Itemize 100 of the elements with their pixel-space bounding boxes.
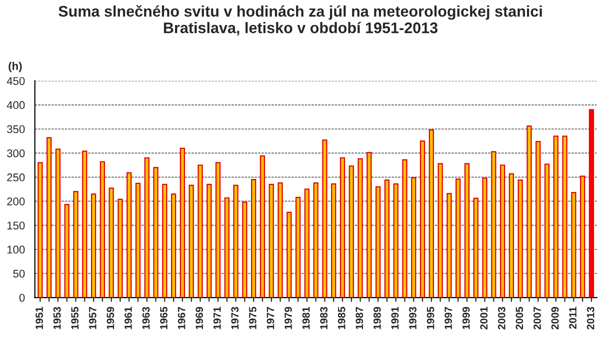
bar — [224, 197, 230, 298]
x-tick-label: 1997 — [444, 307, 452, 330]
bar — [580, 176, 586, 298]
bar — [446, 192, 452, 298]
bar — [526, 126, 532, 298]
x-tick-label: 1977 — [266, 307, 274, 330]
y-tick-label: 100 — [7, 246, 25, 254]
x-tick-label: 1983 — [320, 306, 328, 330]
x-tick-label: 1967 — [178, 307, 186, 330]
x-tick-label: 1961 — [124, 306, 132, 330]
bar — [171, 193, 176, 298]
bar — [206, 184, 212, 298]
x-tick-label: 1957 — [88, 307, 96, 330]
bar — [242, 202, 248, 298]
x-tick-label: 1963 — [142, 306, 150, 330]
bar — [482, 178, 488, 298]
bar — [358, 158, 363, 298]
y-tick-label: 50 — [13, 270, 25, 278]
x-tick-label: 1959 — [106, 306, 114, 330]
bar — [322, 140, 328, 298]
bar — [100, 161, 105, 298]
bar — [331, 183, 336, 298]
x-tick-label: 1985 — [338, 306, 346, 330]
bar — [251, 179, 256, 298]
bar — [233, 184, 238, 298]
y-tick-label: 450 — [6, 77, 25, 85]
bar — [340, 157, 346, 298]
bar — [126, 172, 132, 298]
x-tick-label: 1991 — [391, 306, 399, 330]
bar — [402, 159, 408, 298]
bar — [366, 152, 372, 298]
chart-title: Suma slnečného svitu v hodinách za júl na meteorologickej stanici Bratislava, letisko v období 1951-2013 — [58, 5, 542, 36]
bar — [135, 182, 141, 298]
bar — [162, 184, 168, 298]
x-tick-label: 2003 — [498, 306, 506, 330]
bar — [268, 184, 274, 298]
y-axis-title: (h) — [8, 62, 22, 72]
bar — [553, 136, 558, 298]
bar — [428, 129, 434, 298]
x-tick-label: 1951 — [36, 306, 43, 330]
x-tick-label: 1989 — [373, 306, 381, 330]
bar — [55, 148, 61, 298]
x-tick-label: 1953 — [53, 306, 61, 330]
bar — [571, 192, 576, 298]
x-tick-label: 1981 — [302, 306, 310, 330]
x-tick-label: 1965 — [160, 306, 168, 330]
bar — [473, 198, 478, 298]
x-tick-label: 1971 — [213, 306, 221, 330]
y-tick-label: 150 — [7, 222, 25, 230]
bar — [188, 184, 194, 298]
bar — [376, 186, 381, 298]
bar — [562, 136, 568, 298]
bar — [260, 155, 266, 298]
y-tick-label: 300 — [7, 149, 25, 158]
bar — [420, 140, 426, 298]
bar — [278, 182, 283, 298]
y-tick-label: 400 — [6, 101, 25, 110]
bar — [491, 151, 496, 298]
bar — [90, 193, 96, 298]
y-tick-label: 0 — [19, 294, 25, 302]
x-tick-label: 2005 — [516, 306, 524, 330]
bar — [153, 166, 158, 298]
bar — [144, 157, 150, 298]
x-tick-label: 1993 — [409, 306, 416, 330]
bar — [348, 166, 354, 298]
bar — [73, 191, 78, 298]
bar — [215, 162, 221, 298]
bar — [456, 178, 461, 298]
x-tick-label: 1979 — [284, 306, 292, 330]
x-tick-label: 2001 — [480, 306, 488, 330]
bar — [82, 150, 88, 298]
bar — [38, 162, 43, 298]
bar — [393, 183, 398, 298]
bar — [198, 164, 203, 298]
bar — [313, 182, 318, 298]
bar — [464, 163, 470, 298]
x-tick-label: 2011 — [569, 306, 576, 329]
x-tick-label: 1999 — [462, 306, 470, 330]
x-tick-label: 1987 — [356, 307, 364, 330]
x-tick-label: 1995 — [426, 306, 434, 330]
bar — [304, 188, 310, 298]
y-tick-label: 350 — [7, 125, 25, 134]
y-tick-label: 200 — [7, 198, 25, 206]
x-tick-label: 1955 — [71, 306, 79, 330]
bar — [518, 179, 523, 298]
bar — [536, 140, 541, 298]
x-tick-label: 1975 — [249, 306, 256, 330]
bar — [295, 196, 301, 298]
x-tick-label: 1969 — [196, 306, 204, 330]
x-tick-label: 2009 — [551, 306, 559, 330]
x-tick-label: 2013 — [586, 306, 594, 330]
bar — [438, 163, 443, 298]
y-tick-label: 250 — [7, 173, 25, 182]
x-tick-label: 1973 — [231, 306, 239, 330]
bar — [64, 204, 70, 298]
bar — [500, 164, 506, 298]
bar — [588, 109, 594, 298]
bar — [286, 212, 292, 298]
x-tick-label: 2007 — [534, 307, 541, 330]
bar — [411, 177, 416, 298]
